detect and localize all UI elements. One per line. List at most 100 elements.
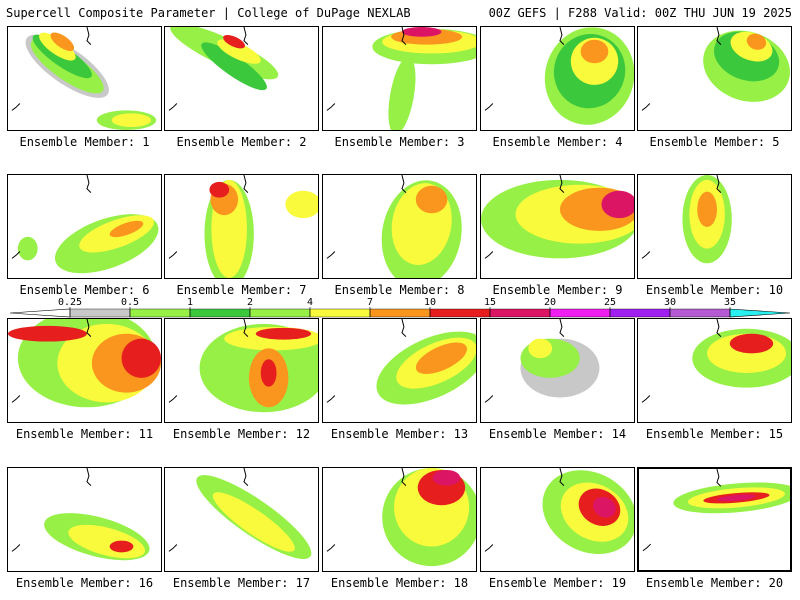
coastline bbox=[642, 543, 652, 552]
colorbar-segment bbox=[609, 308, 671, 318]
scp-contour bbox=[111, 113, 152, 128]
ensemble-map-panel bbox=[637, 318, 792, 423]
coastline bbox=[559, 175, 565, 194]
ensemble-map-panel bbox=[7, 467, 162, 572]
ensemble-map-panel bbox=[480, 467, 635, 572]
scp-contour bbox=[217, 39, 261, 64]
coastline bbox=[484, 544, 494, 552]
colorbar-tick-label: 1 bbox=[187, 297, 193, 308]
coastline bbox=[401, 27, 407, 46]
ensemble-member-label: Ensemble Member: 5 bbox=[649, 135, 780, 149]
coastline bbox=[326, 103, 336, 111]
scp-field-map bbox=[11, 468, 150, 561]
scp-contour bbox=[260, 359, 277, 387]
ensemble-map-panel bbox=[637, 26, 792, 131]
scp-field-map bbox=[326, 175, 462, 278]
ensemble-member-label: Ensemble Member: 14 bbox=[488, 427, 627, 441]
colorbar-tick-label: 15 bbox=[484, 297, 496, 308]
colorbar-tick-label: 20 bbox=[544, 297, 556, 308]
coastline bbox=[326, 395, 336, 403]
ensemble-member-label: Ensemble Member: 8 bbox=[334, 283, 465, 297]
coastline bbox=[641, 251, 651, 259]
colorbar-segment bbox=[129, 308, 191, 318]
scp-contour bbox=[8, 325, 87, 342]
ensemble-member-label: Ensemble Member: 12 bbox=[172, 427, 311, 441]
coastline bbox=[243, 27, 249, 46]
scp-contour bbox=[121, 338, 161, 378]
ensemble-map-panel bbox=[637, 174, 792, 279]
colorbar-tick-label: 2 bbox=[247, 297, 253, 308]
colorbar-segment bbox=[549, 308, 611, 318]
scp-field-map bbox=[484, 468, 634, 555]
scp-contour bbox=[209, 181, 230, 198]
colorbar-tick-label: 30 bbox=[664, 297, 676, 308]
ensemble-member-label: Ensemble Member: 15 bbox=[645, 427, 784, 441]
colorbar-tick-label: 25 bbox=[604, 297, 616, 308]
coastline bbox=[168, 395, 178, 403]
ensemble-member-label: Ensemble Member: 17 bbox=[172, 576, 311, 590]
scp-field-map bbox=[641, 175, 732, 264]
ensemble-map-panel bbox=[322, 26, 477, 131]
valid-time-label: 00Z GEFS | F288 Valid: 00Z THU JUN 19 20… bbox=[488, 6, 792, 20]
coastline bbox=[86, 319, 92, 338]
scp-contour bbox=[415, 342, 467, 375]
ensemble-map-panel bbox=[164, 26, 319, 131]
coastline bbox=[168, 251, 178, 259]
coastline bbox=[11, 251, 21, 259]
scp-contour bbox=[17, 236, 38, 261]
coastline bbox=[11, 544, 21, 552]
ensemble-member-label: Ensemble Member: 4 bbox=[492, 135, 623, 149]
colorbar-tick-label: 10 bbox=[424, 297, 436, 308]
coastline bbox=[716, 175, 722, 194]
scp-contour bbox=[223, 35, 246, 49]
scp-contour bbox=[432, 469, 461, 486]
colorbar-segment bbox=[309, 308, 371, 318]
ensemble-map-panel bbox=[480, 174, 635, 279]
colorbar-segment bbox=[489, 308, 551, 318]
colorbar-tick-label: 7 bbox=[367, 297, 373, 308]
scp-contour bbox=[528, 338, 553, 359]
colorbar-segment bbox=[429, 308, 491, 318]
scp-contour bbox=[746, 33, 767, 50]
scp-contour bbox=[50, 32, 75, 51]
scp-contour bbox=[717, 494, 756, 502]
ensemble-map-panel bbox=[164, 318, 319, 423]
coastline bbox=[243, 175, 249, 194]
coastline bbox=[401, 175, 407, 194]
ensemble-member-label: Ensemble Member: 2 bbox=[176, 135, 307, 149]
coastline bbox=[86, 27, 92, 46]
colorbar-segment bbox=[249, 308, 311, 318]
colorbar-left-arrow bbox=[10, 308, 71, 318]
ensemble-map-panel bbox=[480, 26, 635, 131]
scp-field-map bbox=[326, 319, 476, 405]
coastline bbox=[86, 175, 92, 194]
scp-contour bbox=[212, 492, 295, 552]
scp-field-map bbox=[481, 175, 634, 259]
scp-contour bbox=[697, 191, 717, 227]
scp-field-map bbox=[168, 175, 318, 278]
scp-field-map bbox=[642, 469, 790, 552]
coastline bbox=[243, 468, 249, 487]
coastline bbox=[11, 103, 21, 111]
scp-field-map bbox=[641, 319, 791, 403]
coastline bbox=[716, 469, 722, 487]
colorbar-right-arrow bbox=[729, 308, 790, 318]
coastline bbox=[716, 27, 722, 46]
scp-field-map bbox=[11, 175, 159, 274]
coastline bbox=[716, 319, 722, 338]
scp-contour bbox=[388, 56, 416, 130]
colorbar-segment bbox=[669, 308, 731, 318]
coastline bbox=[86, 468, 92, 487]
coastline bbox=[168, 544, 178, 552]
scp-field-map bbox=[168, 27, 279, 111]
colorbar-tick-label: 35 bbox=[724, 297, 736, 308]
scp-field-map bbox=[8, 319, 161, 408]
coastline bbox=[559, 319, 565, 338]
scp-contour bbox=[285, 190, 318, 219]
ensemble-member-label: Ensemble Member: 7 bbox=[176, 283, 307, 297]
coastline bbox=[641, 103, 651, 111]
coastline bbox=[326, 544, 336, 552]
map-title: Supercell Composite Parameter | College … bbox=[6, 6, 411, 20]
scp-contour bbox=[109, 540, 134, 553]
coastline bbox=[484, 251, 494, 259]
